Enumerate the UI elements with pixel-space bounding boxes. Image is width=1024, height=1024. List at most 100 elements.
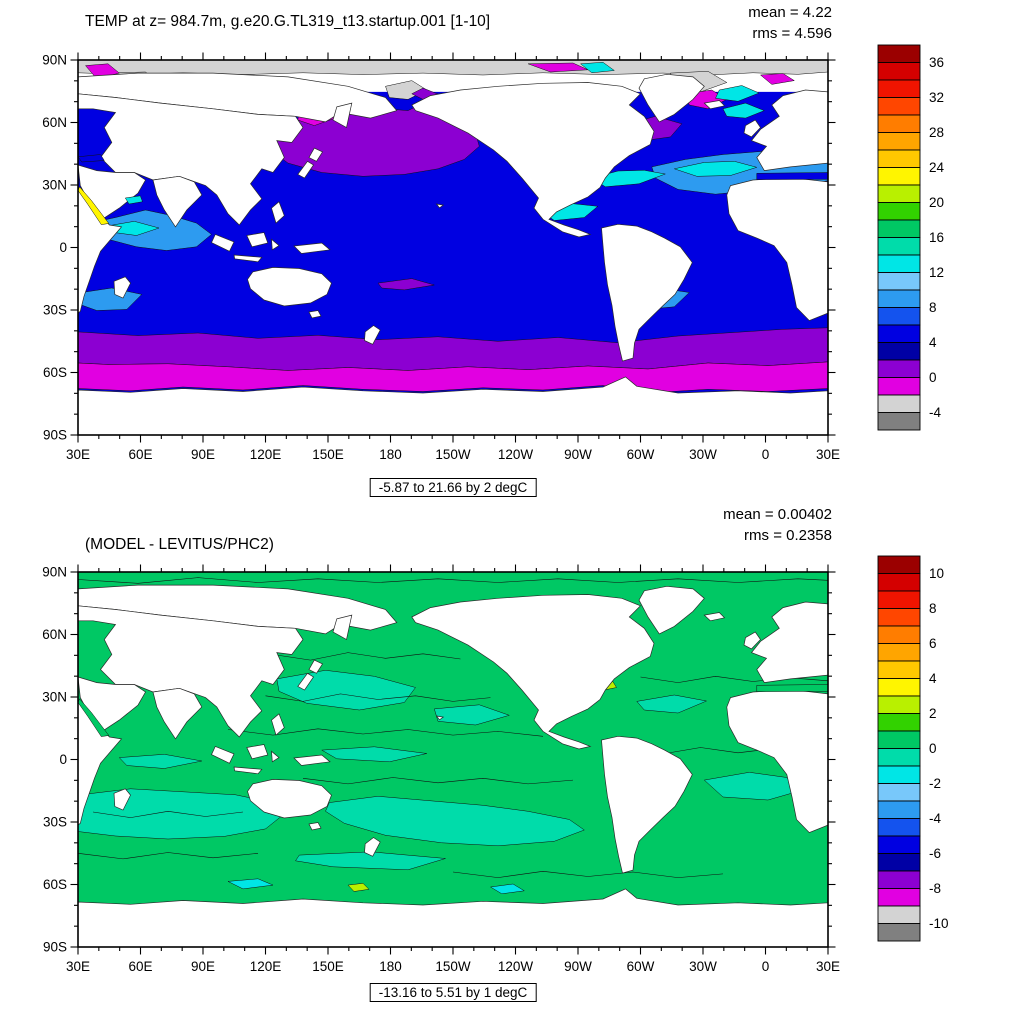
colorbar-swatch	[877, 573, 921, 592]
land-japan-north	[308, 147, 324, 162]
panel2-title: (MODEL - LEVITUS/PHC2)	[85, 536, 274, 553]
x-tick-label: 30W	[689, 447, 717, 462]
x-tick-label: 150W	[435, 447, 471, 462]
x-tick-label: 30E	[66, 959, 90, 974]
colorbar-swatch	[877, 132, 921, 151]
contour-line	[302, 777, 574, 785]
colorbar-label: -4	[929, 811, 941, 826]
axis-ticks	[70, 52, 836, 443]
y-tick-label: 0	[59, 752, 67, 767]
colorbar-swatch	[877, 394, 921, 413]
colorbar-swatch	[877, 184, 921, 203]
x-tick-label: 150E	[312, 447, 344, 462]
contour-line	[78, 852, 259, 860]
colorbar-label: 4	[929, 671, 937, 686]
land-britain	[743, 119, 761, 138]
land-europe	[750, 601, 828, 683]
contour-line	[272, 652, 461, 661]
y-tick-label: 90S	[43, 940, 67, 955]
colorbar-swatch	[877, 412, 921, 431]
colorbar-swatch	[877, 62, 921, 81]
land-britain	[743, 631, 761, 650]
y-tick-label: 60S	[43, 365, 67, 380]
panel1-mean-label: mean = 4.22	[748, 4, 832, 21]
colorbar-swatch	[877, 202, 921, 221]
colorbar-swatch	[877, 149, 921, 168]
x-tick-label: 120W	[498, 959, 534, 974]
colorbar-2: 10 8 6 4 2 0 -2 -4 -6 -8 -10	[877, 555, 949, 942]
colorbar-label: 28	[929, 125, 944, 140]
colorbar-swatch	[877, 730, 921, 749]
land-greenland	[638, 585, 705, 635]
tropical-atlantic-aqua	[636, 694, 708, 714]
colorbar-swatch	[877, 219, 921, 238]
land-philippines	[271, 201, 285, 224]
land-north-america	[411, 82, 655, 238]
x-tick-label: 60W	[627, 959, 655, 974]
colorbar-label: 16	[929, 230, 944, 245]
land-kamchatka	[332, 614, 353, 641]
panel2-range-annotation: -13.16 to 5.51 by 1 degC	[369, 983, 537, 1002]
colorbar-label: 10	[929, 566, 944, 581]
colorbar-swatch	[877, 905, 921, 924]
agulhas-skyblue	[78, 287, 143, 311]
colorbar-swatch	[877, 888, 921, 907]
x-tick-label: 150W	[435, 959, 471, 974]
x-tick-label: 0	[762, 959, 770, 974]
tropical-pacific-aqua	[320, 746, 427, 763]
colorbar-swatch	[877, 377, 921, 396]
colorbar-label: -6	[929, 846, 941, 861]
x-tick-label: 30E	[66, 447, 90, 462]
land-new-zealand	[364, 325, 381, 345]
x-tick-label: 150E	[312, 959, 344, 974]
land-sumatra	[211, 233, 235, 252]
colorbar-label: 8	[929, 300, 937, 315]
colorbar-swatch	[877, 167, 921, 186]
colorbar-swatch	[877, 324, 921, 343]
land-new-zealand	[364, 837, 381, 857]
land-antarctica	[78, 376, 828, 435]
land-europe	[750, 89, 828, 171]
colorbar-swatch	[877, 114, 921, 133]
x-tick-label: 30W	[689, 959, 717, 974]
land-north-america	[411, 594, 655, 750]
colorbar-swatch	[877, 818, 921, 837]
panel1-title: TEMP at z= 984.7m, g.e20.G.TL319_t13.sta…	[85, 13, 491, 30]
colorbar-label: 4	[929, 335, 937, 350]
y-tick-label: 90S	[43, 428, 67, 443]
colorbar-swatch	[877, 289, 921, 308]
red-sea-strip	[78, 698, 110, 737]
land-iceland	[703, 612, 726, 622]
x-tick-label: 180	[379, 447, 402, 462]
colorbar-label: -10	[929, 916, 949, 931]
x-tick-label: 60E	[128, 447, 152, 462]
x-tick-label: 90W	[564, 447, 592, 462]
black-sea-strip	[78, 154, 105, 163]
y-tick-label: 30S	[43, 815, 67, 830]
x-tick-label: 90E	[191, 447, 215, 462]
land-sumatra	[211, 745, 235, 764]
colorbar-swatch	[877, 555, 921, 574]
y-tick-label: 30N	[42, 690, 67, 705]
colorbar-swatch	[877, 923, 921, 942]
colorbar-label: 0	[929, 741, 937, 756]
colorbar-swatch	[877, 359, 921, 378]
colorbar-swatch	[877, 44, 921, 63]
x-tick-label: 180	[379, 959, 402, 974]
colorbar-swatch	[877, 835, 921, 854]
y-tick-label: 30S	[43, 303, 67, 318]
land-japan-south	[297, 672, 314, 691]
land-sulawesi	[271, 238, 280, 251]
panel1-range-annotation: -5.87 to 21.66 by 2 degC	[369, 478, 537, 497]
colorbar-1: 36 32 28 24 20 16 12 8 4 0 -4	[877, 44, 945, 431]
colorbar-label: 12	[929, 265, 944, 280]
land-java	[233, 766, 263, 775]
land-hawaii	[435, 203, 445, 209]
colorbar-label: -8	[929, 881, 941, 896]
x-tick-label: 60W	[627, 447, 655, 462]
south-indian-aqua	[78, 788, 285, 840]
colorbar-label: 0	[929, 370, 937, 385]
x-tick-label: 30E	[816, 959, 840, 974]
map-panel-2: 30E 60E 90E 120E 150E 180 150W 120W 90W 60W 30W 0 30…	[42, 564, 840, 974]
